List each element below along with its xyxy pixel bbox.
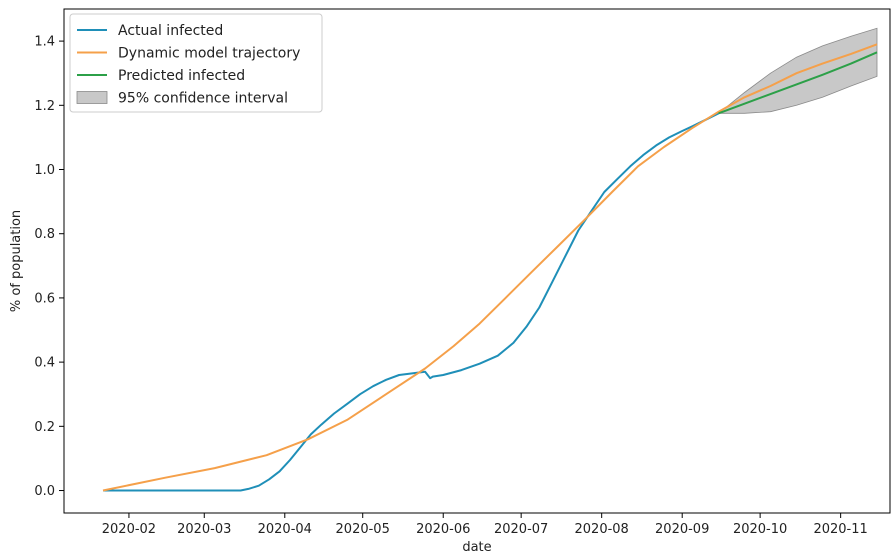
y-axis-label: % of population <box>9 210 24 312</box>
legend-label: Actual infected <box>118 23 223 39</box>
series-line-3 <box>718 51 878 115</box>
y-tick-label: 0.2 <box>34 420 55 435</box>
y-tick-label: 0.0 <box>34 484 55 499</box>
series-line-1 <box>103 112 720 492</box>
legend-swatch-ci <box>76 91 108 104</box>
x-tick-label: 2020-07 <box>494 522 548 537</box>
y-tick-label: 1.2 <box>34 99 55 114</box>
x-tick-label: 2020-11 <box>813 522 867 537</box>
x-tick-label: 2020-02 <box>102 522 156 537</box>
series-line-2 <box>102 43 878 492</box>
legend-box <box>69 13 323 113</box>
x-tick-label: 2020-09 <box>655 522 709 537</box>
x-axis-label: date <box>462 540 491 555</box>
y-tick-label: 0.8 <box>34 227 55 242</box>
x-tick-label: 2020-06 <box>416 522 470 537</box>
x-tick-label: 2020-04 <box>258 522 312 537</box>
x-tick-label: 2020-05 <box>336 522 390 537</box>
legend-label: Predicted infected <box>118 68 245 84</box>
x-tick-label: 2020-10 <box>733 522 787 537</box>
x-tick-label: 2020-03 <box>177 522 231 537</box>
legend-label: Dynamic model trajectory <box>118 46 300 62</box>
confidence-band <box>717 27 878 114</box>
plot-frame <box>63 8 891 514</box>
y-tick-label: 0.4 <box>34 356 55 371</box>
legend-label: 95% confidence interval <box>118 91 288 107</box>
x-tick-label: 2020-08 <box>575 522 629 537</box>
legend: Actual infected Dynamic model trajectory P… <box>69 13 323 113</box>
y-tick-label: 1.4 <box>34 35 55 50</box>
y-tick-label: 0.6 <box>34 291 55 306</box>
y-tick-label: 1.0 <box>34 163 55 178</box>
